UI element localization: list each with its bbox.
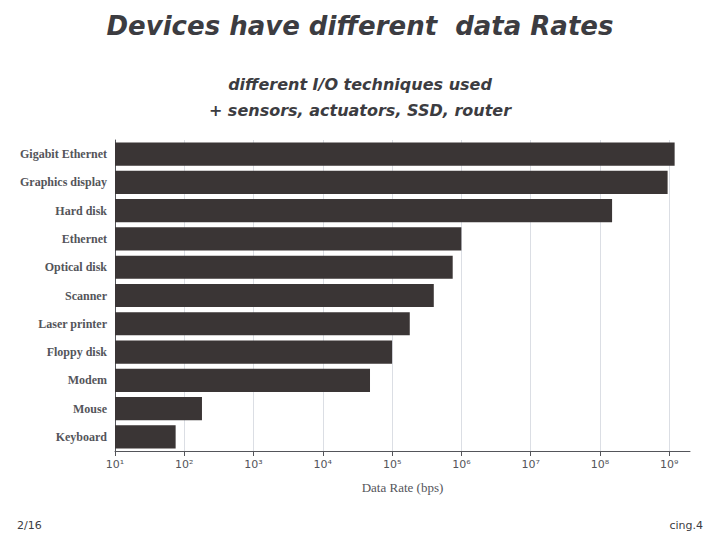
svg-text:2/16: 2/16 [17, 519, 42, 532]
svg-text:10⁸: 10⁸ [591, 458, 610, 471]
svg-text:Modem: Modem [68, 373, 107, 387]
svg-text:Ethernet: Ethernet [62, 232, 107, 246]
svg-text:Mouse: Mouse [73, 402, 108, 416]
svg-text:Graphics display: Graphics display [20, 175, 107, 189]
svg-text:10⁴: 10⁴ [314, 458, 333, 471]
svg-text:10³: 10³ [244, 458, 262, 471]
svg-text:Optical disk: Optical disk [45, 260, 108, 274]
svg-text:Scanner: Scanner [65, 289, 108, 303]
svg-text:Keyboard: Keyboard [56, 430, 108, 444]
svg-text:Hard disk: Hard disk [55, 204, 107, 218]
svg-text:Laser printer: Laser printer [38, 317, 107, 331]
svg-text:10¹: 10¹ [106, 458, 124, 471]
svg-text:Floppy disk: Floppy disk [47, 345, 108, 359]
svg-text:Data Rate (bps): Data Rate (bps) [362, 480, 444, 495]
svg-text:10²: 10² [175, 458, 193, 471]
svg-text:different I/O techniques used: different I/O techniques used [228, 75, 492, 94]
svg-text:10⁶: 10⁶ [452, 458, 471, 471]
svg-text:Gigabit Ethernet: Gigabit Ethernet [20, 147, 107, 161]
svg-text:cing.4: cing.4 [669, 519, 703, 532]
svg-text:10⁵: 10⁵ [383, 458, 401, 471]
svg-text:10⁷: 10⁷ [521, 458, 539, 471]
svg-text:Devices have different data R: Devices have different data Rates [107, 11, 614, 41]
svg-text:10⁹: 10⁹ [660, 458, 678, 471]
svg-text:+ sensors, actuators, SSD, rou: + sensors, actuators, SSD, router [209, 101, 512, 120]
